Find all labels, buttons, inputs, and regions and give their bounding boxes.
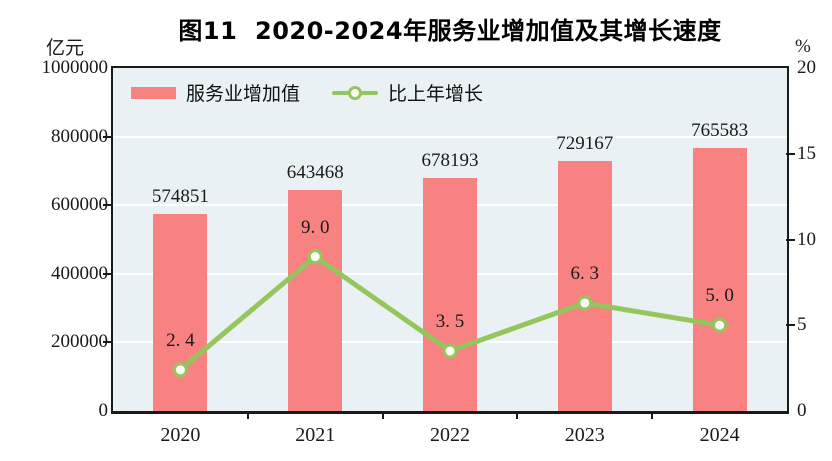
right-tick-label: 5 — [797, 314, 807, 336]
bar — [153, 213, 208, 411]
left-tick-label: 800000 — [51, 125, 108, 147]
right-axis-unit: % — [795, 36, 811, 57]
left-axis-tick — [103, 204, 111, 207]
right-axis-tick — [786, 152, 795, 155]
right-tick-label: 0 — [797, 400, 807, 421]
growth-line — [172, 249, 728, 378]
gridline — [113, 135, 787, 138]
bar — [423, 178, 477, 411]
x-axis-tick — [516, 412, 519, 419]
line-value-label: 3. 5 — [435, 310, 465, 332]
line-series-swatch-icon — [332, 85, 379, 101]
bar — [288, 190, 343, 411]
left-tick-label: 0 — [98, 400, 109, 421]
left-axis-tick — [103, 272, 111, 275]
bar-value-label: 678193 — [421, 150, 479, 172]
right-tick-label: 15 — [797, 142, 816, 164]
left-tick-label: 1000000 — [41, 57, 109, 78]
plot-area: 服务业增加值 比上年增长 574851 643468 678193 729167 765… — [111, 66, 789, 414]
bar-value-label: 765583 — [691, 120, 749, 142]
x-axis-tick — [381, 412, 384, 419]
x-axis-tick — [246, 412, 249, 419]
left-axis-tick — [103, 135, 111, 138]
left-tick-label: 200000 — [51, 331, 108, 353]
line-marker-icon — [577, 295, 593, 311]
x-tick-label: 2024 — [699, 424, 740, 446]
right-tick-label: 10 — [797, 228, 816, 250]
legend-line-marker-icon — [348, 85, 363, 100]
right-axis-tick — [786, 238, 795, 241]
x-tick-label: 2020 — [160, 424, 201, 446]
left-tick-label: 400000 — [51, 262, 108, 284]
bar — [692, 148, 747, 411]
bar-value-label: 643468 — [286, 162, 344, 184]
x-tick-label: 2023 — [564, 424, 605, 446]
line-value-label: 6. 3 — [570, 262, 600, 284]
bar-value-label: 574851 — [151, 185, 209, 207]
line-value-label: 9. 0 — [300, 216, 330, 238]
right-axis-tick — [786, 324, 795, 327]
legend: 服务业增加值 比上年增长 — [131, 79, 483, 106]
x-axis-tick — [651, 412, 654, 419]
line-value-label: 5. 0 — [705, 285, 734, 307]
chart-title: 图11 2020-2024年服务业增加值及其增长速度 — [178, 17, 722, 45]
line-value-label: 2. 4 — [166, 329, 195, 351]
x-tick-label: 2021 — [295, 424, 336, 446]
line-marker-icon — [712, 317, 728, 333]
legend-label-bar-series: 服务业增加值 — [186, 84, 301, 105]
legend-label-line-series: 比上年增长 — [388, 84, 484, 105]
bar-series-swatch-icon — [131, 86, 176, 99]
bar-value-label: 729167 — [556, 132, 614, 154]
line-marker-icon — [172, 362, 188, 378]
right-tick-label: 20 — [797, 57, 816, 78]
left-axis-tick — [103, 341, 111, 344]
left-tick-label: 600000 — [51, 194, 108, 216]
line-marker-icon — [307, 249, 323, 265]
line-marker-icon — [442, 343, 458, 359]
bar — [557, 160, 612, 411]
x-tick-label: 2022 — [430, 424, 470, 446]
left-axis-unit: 亿元 — [46, 38, 85, 59]
